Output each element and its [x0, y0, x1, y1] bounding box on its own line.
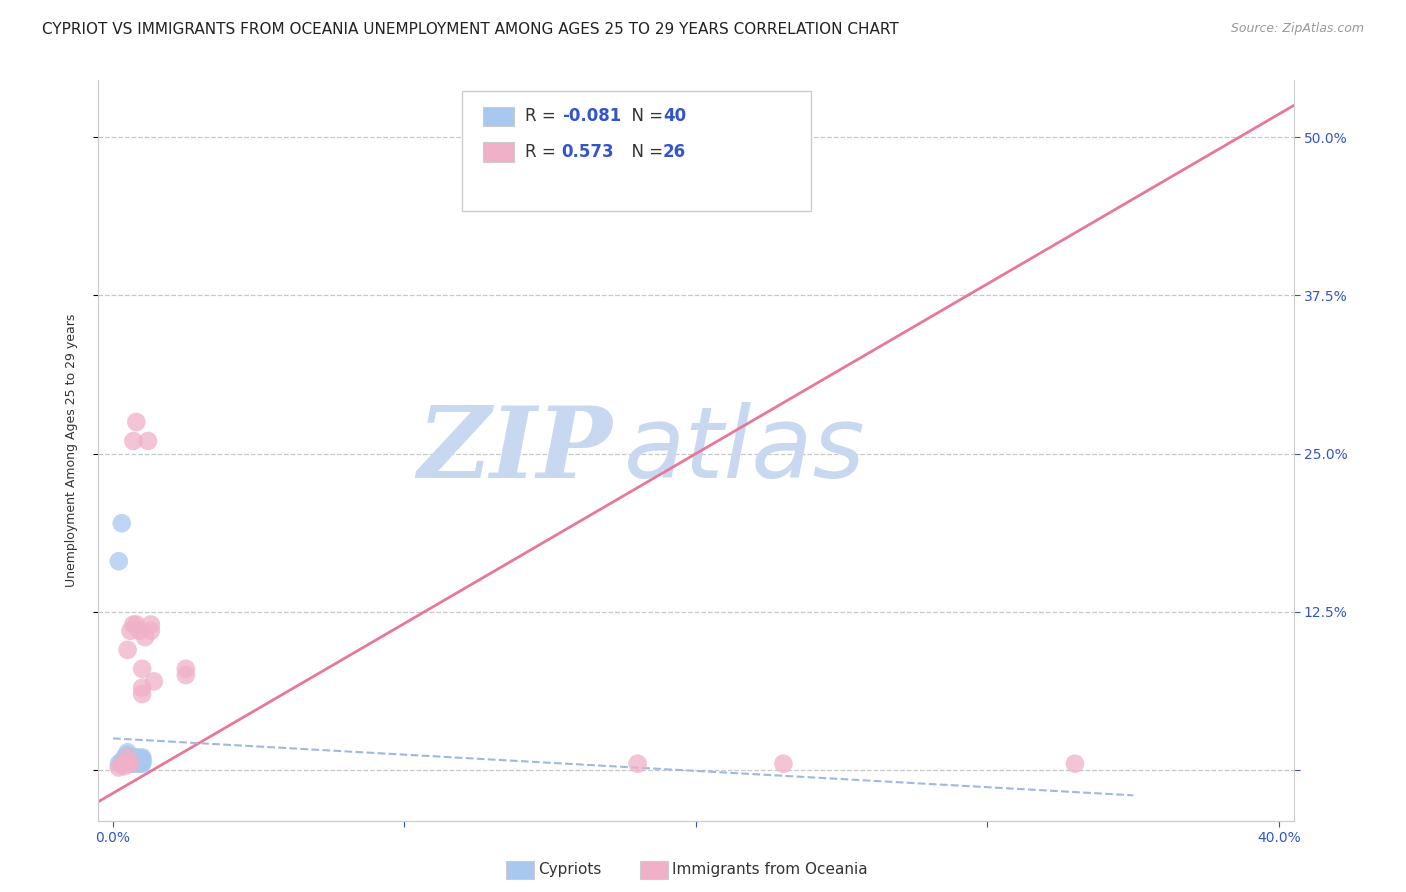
Point: [120, 756, 142, 771]
Point: [131, 662, 153, 676]
Text: N =: N =: [621, 144, 668, 161]
Point: [120, 750, 142, 764]
Point: [131, 754, 153, 768]
Text: atlas: atlas: [624, 402, 866, 499]
Point: [108, 756, 131, 771]
Text: R =: R =: [526, 144, 567, 161]
Text: Cypriots: Cypriots: [538, 863, 602, 877]
Point: [117, 750, 139, 764]
Point: [117, 745, 139, 759]
Text: 40: 40: [664, 108, 686, 126]
Text: CYPRIOT VS IMMIGRANTS FROM OCEANIA UNEMPLOYMENT AMONG AGES 25 TO 29 YEARS CORREL: CYPRIOT VS IMMIGRANTS FROM OCEANIA UNEMP…: [42, 22, 898, 37]
Point: [117, 754, 139, 768]
Point: [111, 756, 134, 771]
Point: [174, 662, 197, 676]
Point: [131, 687, 153, 701]
Text: R =: R =: [526, 108, 561, 126]
Point: [120, 754, 142, 768]
Point: [122, 751, 145, 765]
Point: [114, 750, 136, 764]
Point: [114, 759, 136, 773]
Text: Immigrants from Oceania: Immigrants from Oceania: [672, 863, 868, 877]
Text: Source: ZipAtlas.com: Source: ZipAtlas.com: [1230, 22, 1364, 36]
Point: [108, 760, 131, 774]
Point: [111, 754, 134, 768]
Point: [117, 756, 139, 771]
Point: [108, 554, 131, 568]
Point: [122, 617, 145, 632]
Point: [142, 674, 165, 689]
Point: [111, 758, 134, 772]
Point: [125, 754, 148, 768]
Point: [125, 415, 148, 429]
Point: [117, 756, 139, 771]
Point: [125, 751, 148, 765]
Point: [131, 756, 153, 771]
Point: [120, 753, 142, 767]
Point: [139, 624, 162, 638]
Text: N =: N =: [621, 108, 668, 126]
Point: [136, 434, 159, 448]
Point: [128, 753, 150, 767]
Point: [1064, 756, 1087, 771]
Point: [122, 756, 145, 771]
Point: [772, 756, 794, 771]
Point: [117, 753, 139, 767]
Point: [122, 756, 145, 770]
Point: [120, 624, 142, 638]
Point: [122, 754, 145, 768]
Point: [117, 750, 139, 764]
Point: [128, 754, 150, 768]
Text: ZIP: ZIP: [418, 402, 613, 499]
Point: [122, 434, 145, 448]
Point: [125, 617, 148, 632]
Text: -0.081: -0.081: [562, 108, 621, 126]
Point: [114, 754, 136, 768]
Point: [134, 630, 156, 644]
Point: [125, 756, 148, 771]
Point: [122, 753, 145, 767]
Y-axis label: Unemployment Among Ages 25 to 29 years: Unemployment Among Ages 25 to 29 years: [65, 314, 77, 587]
Point: [117, 747, 139, 762]
Text: 0.573: 0.573: [562, 144, 614, 161]
Point: [139, 617, 162, 632]
Point: [131, 751, 153, 765]
Point: [120, 756, 142, 771]
Point: [122, 750, 145, 764]
Point: [131, 753, 153, 767]
Point: [131, 756, 153, 770]
Point: [627, 756, 650, 771]
Text: 26: 26: [664, 144, 686, 161]
Point: [131, 681, 153, 695]
Point: [125, 756, 148, 770]
Point: [125, 750, 148, 764]
Point: [174, 668, 197, 682]
Point: [125, 753, 148, 767]
Point: [117, 642, 139, 657]
Point: [131, 750, 153, 764]
Point: [128, 756, 150, 770]
Point: [114, 756, 136, 771]
Point: [128, 756, 150, 771]
Point: [111, 516, 134, 531]
Point: [128, 624, 150, 638]
